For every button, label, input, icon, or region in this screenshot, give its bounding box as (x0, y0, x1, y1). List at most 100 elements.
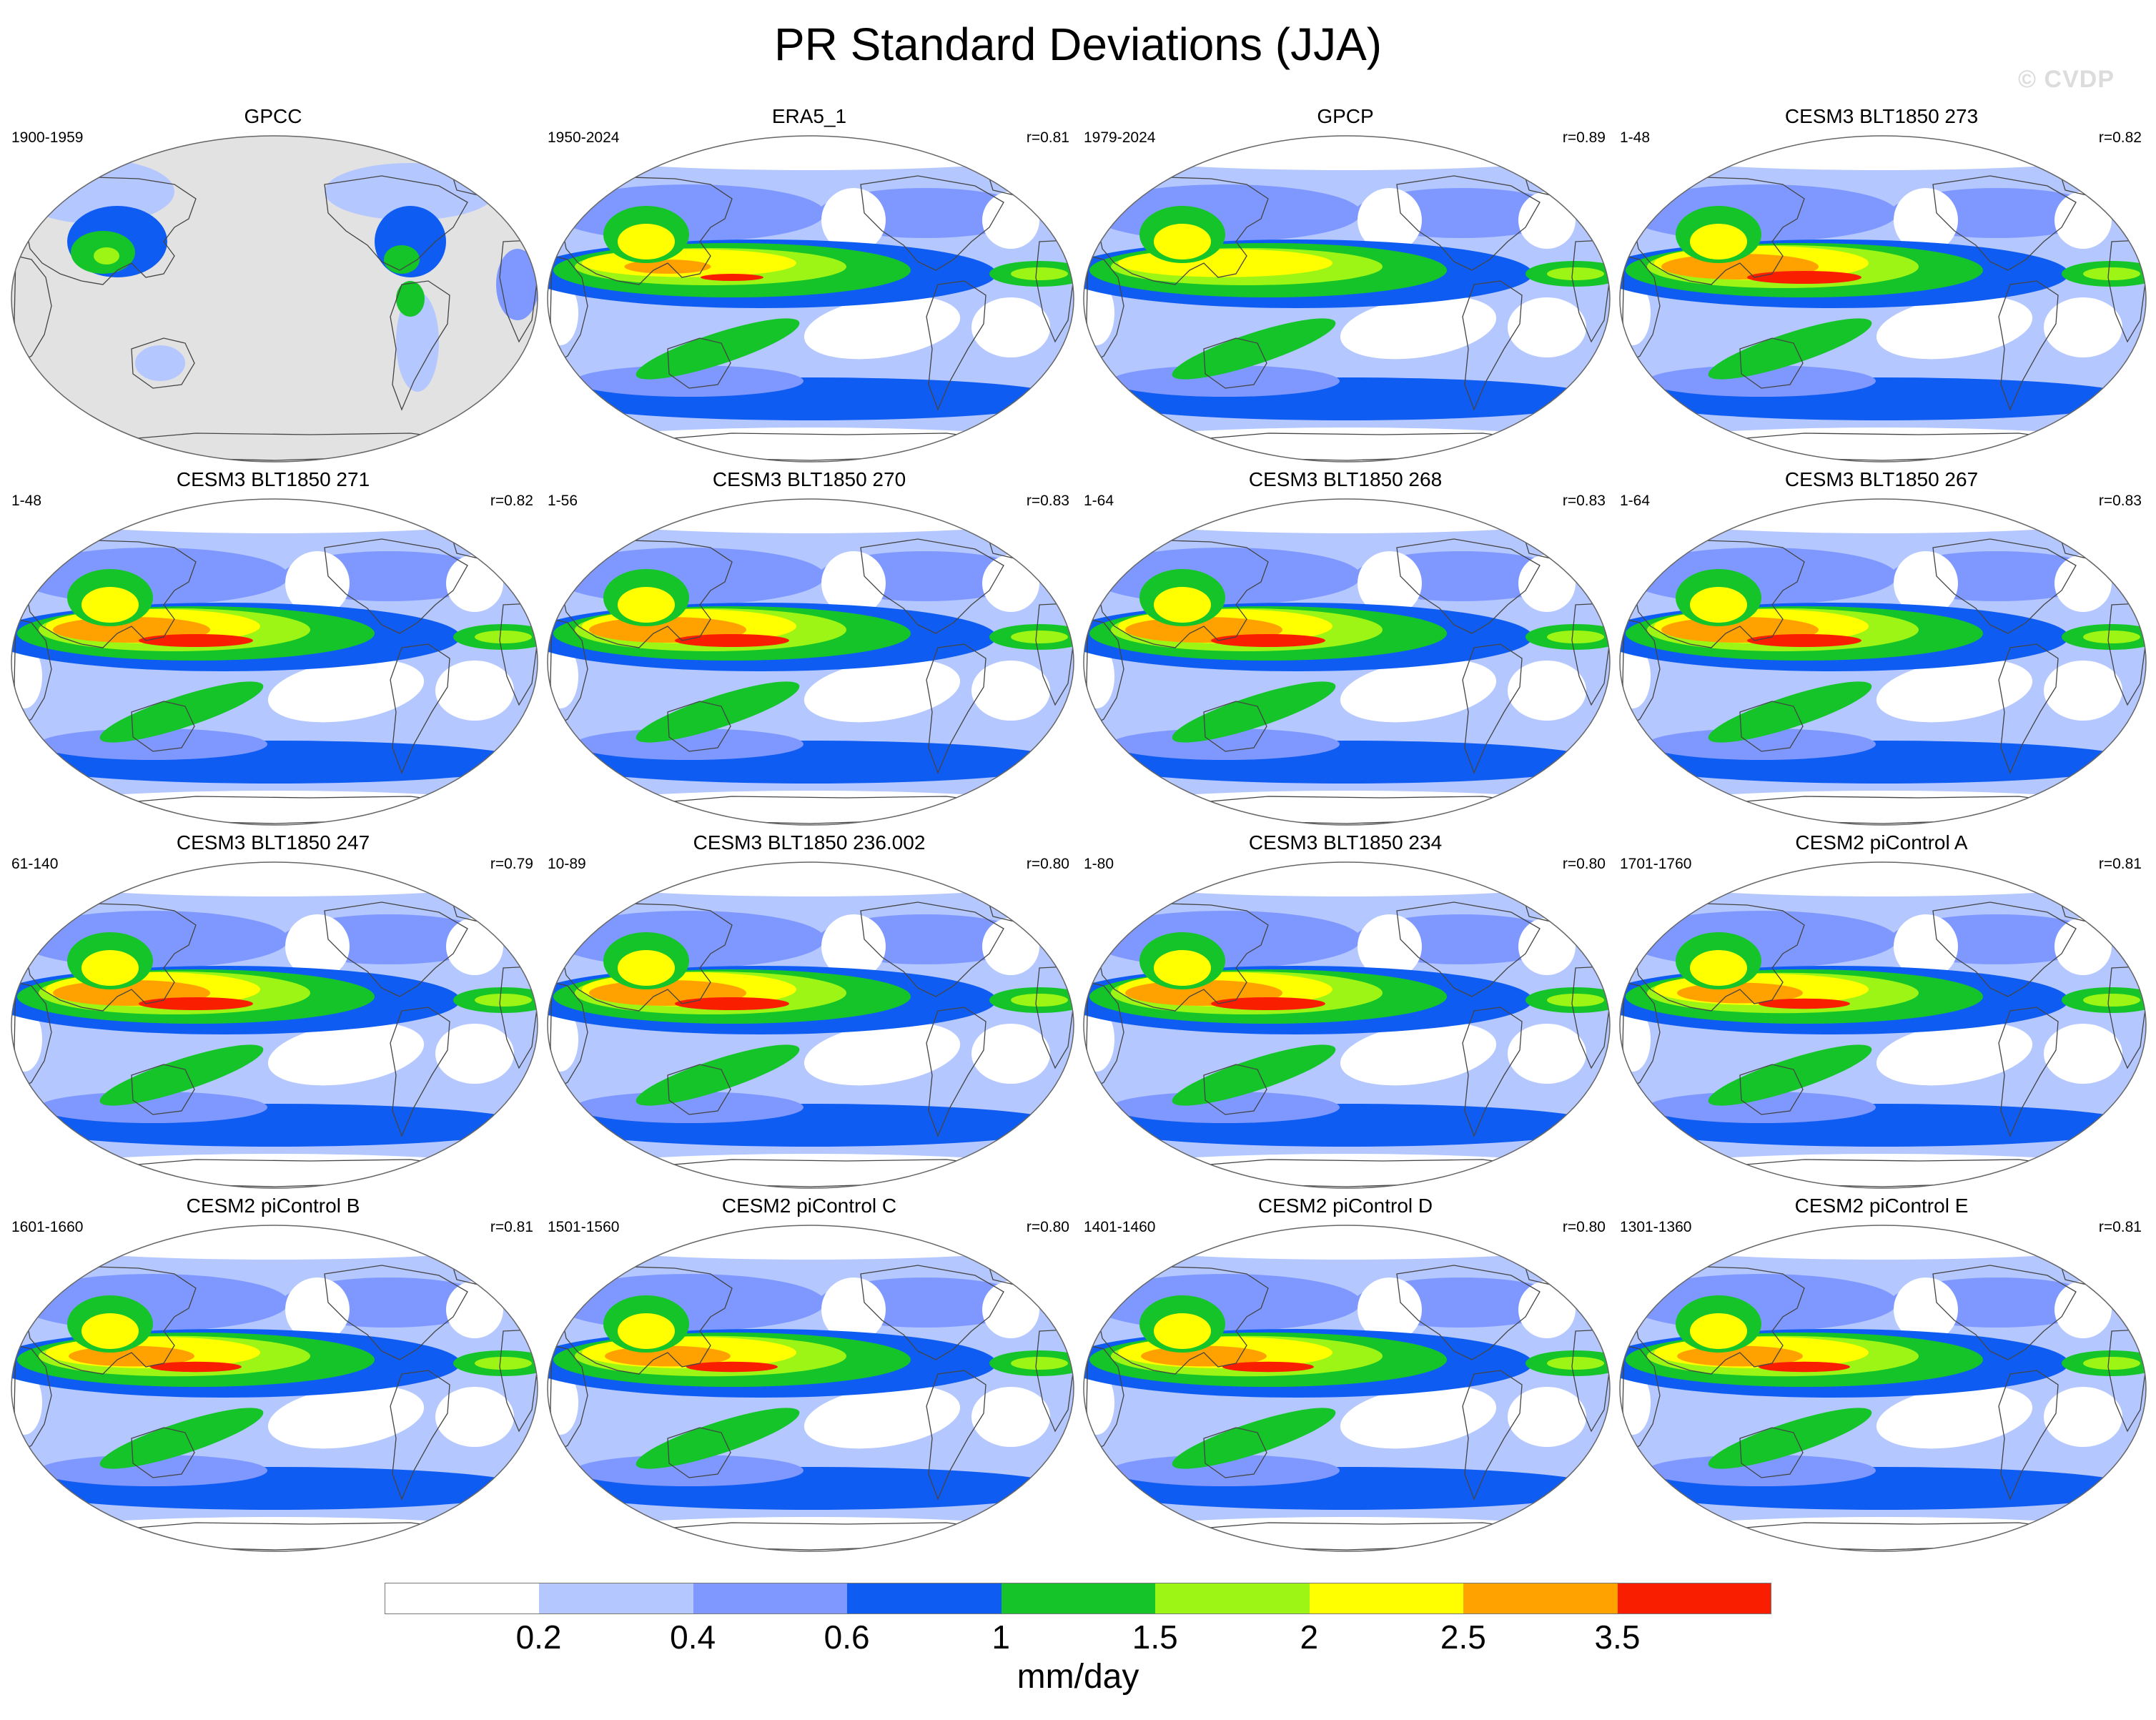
polar-low-variance (548, 1225, 1074, 1260)
storm-track-north (1626, 548, 1897, 605)
coastline (1632, 903, 1805, 1012)
dry-zone-southeast-pacific (1876, 1022, 2033, 1086)
storm-track-north (1089, 911, 1361, 968)
itcz-max (1759, 998, 1850, 1009)
storm-track-south (1647, 1455, 1876, 1486)
map-panel: GPCP 1979-2024 r=0.89 (1077, 104, 1614, 468)
map-container (545, 859, 1077, 1195)
map-panel: CESM3 BLT1850 234 1-80 r=0.80 (1077, 831, 1614, 1194)
dry-zone-northeast-pacific (1358, 188, 1422, 252)
colorbar-tick-label: 1.5 (1132, 1618, 1178, 1656)
map-border (11, 1225, 538, 1552)
dry-zone-southeast-pacific (1876, 1385, 2033, 1449)
coastline (390, 1370, 450, 1501)
coastline (324, 901, 468, 997)
storm-track-south (1647, 728, 1876, 760)
panel-years: 1501-1560 (548, 1219, 620, 1235)
spcz-band (99, 681, 264, 743)
map-field (1620, 136, 2146, 462)
colorbar-units: mm/day (1017, 1658, 1139, 1696)
coastline (1203, 337, 1267, 389)
spcz-band (99, 1044, 264, 1106)
colorbar-tick-label: 0.4 (670, 1618, 716, 1656)
map-border (1083, 498, 1611, 826)
coastline (2057, 890, 2105, 922)
coastline (926, 280, 986, 411)
colorbar-tick-label: 0.6 (824, 1618, 870, 1656)
coastline (2057, 1253, 2105, 1285)
panel-correlation: r=0.80 (1562, 1219, 1606, 1235)
colorbar-tick-label: 1 (992, 1618, 1011, 1656)
atlantic-itcz (2083, 1357, 2140, 1370)
polar-low-variance (1620, 499, 2146, 533)
dry-zone-southeast-pacific (1876, 295, 2033, 360)
dry-zone-south-atlantic (971, 1024, 1050, 1084)
atlantic-itcz (1547, 267, 1604, 280)
map-panel: CESM3 BLT1850 247 61-140 r=0.79 (4, 831, 542, 1194)
dry-zone-northeast-pacific (1358, 914, 1422, 979)
panel-years: 1-64 (1620, 493, 1651, 509)
coastline (667, 1427, 731, 1478)
storm-track-south (39, 728, 267, 760)
coastline (1632, 177, 1805, 285)
spcz-band (1172, 681, 1336, 743)
spcz-band (1708, 318, 1872, 380)
coastline (390, 280, 450, 411)
storm-track-south (1111, 365, 1340, 397)
panel-title: CESM3 BLT1850 236.002 (693, 831, 926, 854)
panel-years: 1701-1760 (1620, 856, 1692, 872)
spcz-band (1172, 318, 1336, 380)
coastline (1932, 175, 2077, 271)
world-map (1619, 861, 2147, 1189)
coastline (926, 1007, 986, 1137)
polar-low-variance (1620, 791, 2146, 825)
dry-zone-southeast-pacific (1340, 658, 1497, 723)
polar-low-variance (11, 499, 538, 533)
world-map (547, 1225, 1074, 1552)
map-border (547, 861, 1074, 1189)
world-map (1083, 861, 1611, 1189)
cvdp-watermark: © CVDP (2018, 66, 2115, 93)
world-map (547, 135, 1074, 463)
panel-correlation: r=0.79 (490, 856, 533, 872)
itcz-max (1211, 997, 1325, 1010)
map-container (9, 859, 540, 1195)
dry-zone-south-atlantic (2044, 661, 2122, 721)
dry-zone-southeast-pacific (1340, 295, 1497, 360)
panel-title: GPCP (1317, 105, 1374, 127)
polar-low-variance (1084, 427, 1610, 462)
coastline (860, 1265, 1004, 1360)
polar-low-variance (1084, 862, 1610, 896)
dry-zone-southeast-pacific (267, 658, 425, 723)
map-field (1620, 499, 2146, 825)
map-border (1083, 1225, 1611, 1552)
panel-years: 1979-2024 (1084, 129, 1156, 146)
dry-zone-southeast-pacific (1876, 658, 2033, 723)
coastline (985, 890, 1033, 922)
coastline (860, 538, 1004, 634)
dry-zone-northeast-pacific (285, 551, 350, 616)
land-variance-monsoon (94, 247, 119, 265)
dry-zone-southeast-pacific (803, 295, 961, 360)
map-panel: CESM3 BLT1850 273 1-48 r=0.82 (1613, 104, 2150, 468)
panel-years: 1601-1660 (11, 1219, 84, 1235)
dry-zone-north-atlantic (446, 918, 503, 975)
coastline (860, 901, 1004, 997)
polar-low-variance (1084, 499, 1610, 533)
dry-zone-south-atlantic (1508, 1387, 1586, 1447)
monsoon-region (618, 224, 675, 260)
coastline (324, 1265, 468, 1360)
coastline (560, 903, 733, 1012)
coastline (1096, 177, 1269, 285)
dry-zone-northeast-pacific (1894, 1277, 1958, 1342)
map-border (1619, 135, 2147, 463)
panel-title: ERA5_1 (771, 105, 847, 127)
itcz-max (150, 1361, 242, 1373)
storm-track-north (553, 184, 825, 242)
map-field (1084, 862, 1610, 1188)
panel-title: GPCC (244, 105, 302, 127)
storm-track-north (1089, 184, 1361, 242)
panel-years: 1-64 (1084, 493, 1114, 509)
atlantic-itcz (475, 1357, 532, 1370)
polar-low-variance (1084, 1225, 1610, 1260)
